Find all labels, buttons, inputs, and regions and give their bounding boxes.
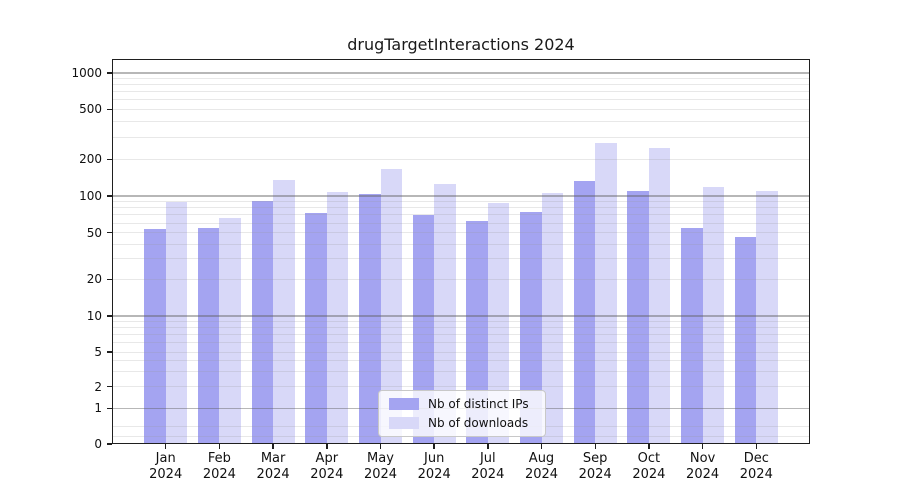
minor-gridline [112, 121, 810, 122]
y-axis-tick-label: 10 [86, 309, 102, 323]
x-axis-tick [487, 444, 489, 449]
y-axis-tick-label: 20 [86, 272, 102, 287]
y-axis-tick [106, 72, 112, 74]
legend-swatch-downloads-icon [389, 417, 419, 430]
x-axis-tick-label: Mar 2024 [256, 451, 290, 482]
y-axis-tick-label: 2 [94, 379, 102, 394]
bar-distinct-ips-apr [305, 212, 327, 444]
bar-distinct-ips-nov [681, 227, 703, 444]
x-axis-tick-label: Jul 2024 [471, 451, 505, 482]
x-axis-tick-label: Jan 2024 [149, 451, 183, 482]
bar-distinct-ips-may [359, 193, 381, 444]
minor-gridline [112, 91, 810, 93]
y-axis-tick [106, 278, 112, 281]
x-axis-tick [594, 444, 596, 449]
bar-distinct-ips-sep [573, 180, 596, 444]
bar-downloads-may [380, 168, 402, 444]
bar-distinct-ips-mar [251, 201, 274, 444]
bar-downloads-sep [595, 142, 617, 444]
y-axis-tick [106, 158, 112, 161]
x-axis-tick [218, 444, 221, 449]
bar-distinct-ips-dec [734, 236, 757, 444]
bar-distinct-ips-oct [627, 190, 649, 444]
legend: Nb of distinct IPs Nb of downloads [378, 390, 546, 437]
legend-entry-distinct-ips: Nb of distinct IPs [389, 395, 535, 413]
bar-distinct-ips-jan [144, 228, 166, 444]
legend-label-distinct-ips: Nb of distinct IPs [428, 396, 529, 411]
bar-downloads-mar [273, 180, 295, 444]
legend-swatch-distinct-ips-icon [389, 397, 419, 410]
bar-downloads-jun [434, 183, 456, 444]
y-axis-tick [106, 351, 112, 353]
chart-title: drugTargetInteractions 2024 [347, 35, 575, 54]
y-axis-tick-label: 5 [94, 345, 102, 359]
bar-distinct-ips-aug [520, 211, 542, 444]
y-axis-tick [106, 231, 112, 234]
y-axis-tick [106, 443, 112, 445]
x-axis-tick [272, 444, 274, 449]
minor-gridline [112, 84, 810, 86]
minor-gridline [112, 158, 810, 160]
y-axis-tick-label: 200 [79, 152, 102, 167]
x-axis-tick-label: Apr 2024 [310, 451, 344, 482]
bar-distinct-ips-jul [466, 220, 488, 444]
x-axis-tick [326, 444, 328, 449]
bar-downloads-apr [326, 191, 349, 444]
bar-downloads-nov [702, 187, 725, 444]
y-axis-tick [106, 195, 112, 197]
x-axis-tick-label: Jun 2024 [417, 451, 451, 482]
y-axis-tick [106, 385, 112, 388]
y-axis-tick-label: 500 [79, 102, 102, 117]
y-axis-tick-label: 50 [86, 225, 102, 240]
x-axis-tick-label: May 2024 [363, 451, 398, 482]
bar-downloads-feb [219, 218, 241, 444]
y-axis-tick-label: 1000 [71, 66, 102, 80]
bar-downloads-jul [487, 202, 510, 444]
minor-gridline [112, 99, 810, 101]
y-axis-tick-label: 0 [94, 437, 102, 451]
bar-distinct-ips-jun [412, 214, 435, 444]
x-axis-tick [540, 444, 543, 449]
x-axis-tick-label: Feb 2024 [202, 451, 236, 482]
x-axis-tick-label: Nov 2024 [686, 451, 720, 482]
y-axis-tick-label: 100 [79, 189, 102, 203]
x-axis-tick [755, 444, 758, 449]
bar-downloads-aug [541, 192, 563, 444]
x-axis-tick [379, 444, 382, 449]
bar-distinct-ips-feb [197, 227, 220, 444]
x-axis-tick [648, 444, 650, 449]
x-axis-tick [164, 444, 167, 449]
x-axis-tick-label: Sep 2024 [578, 451, 612, 482]
x-axis-tick-label: Dec 2024 [739, 451, 773, 482]
x-axis-tick-label: Oct 2024 [632, 451, 666, 482]
bar-downloads-jan [165, 201, 188, 444]
minor-gridline [112, 136, 810, 138]
y-axis-tick-label: 1 [94, 401, 102, 416]
bar-downloads-oct [648, 148, 671, 444]
x-axis-tick-label: Aug 2024 [524, 451, 559, 482]
legend-label-downloads: Nb of downloads [428, 416, 529, 431]
y-axis-tick [106, 407, 112, 410]
bar-downloads-dec [756, 191, 778, 444]
y-axis-tick [106, 108, 112, 110]
x-axis-tick [701, 444, 704, 449]
major-gridline [112, 72, 810, 74]
minor-gridline [112, 78, 810, 79]
legend-entry-downloads: Nb of downloads [389, 415, 535, 433]
y-axis-tick [106, 315, 112, 317]
x-axis-tick [433, 444, 435, 449]
minor-gridline [112, 108, 810, 110]
